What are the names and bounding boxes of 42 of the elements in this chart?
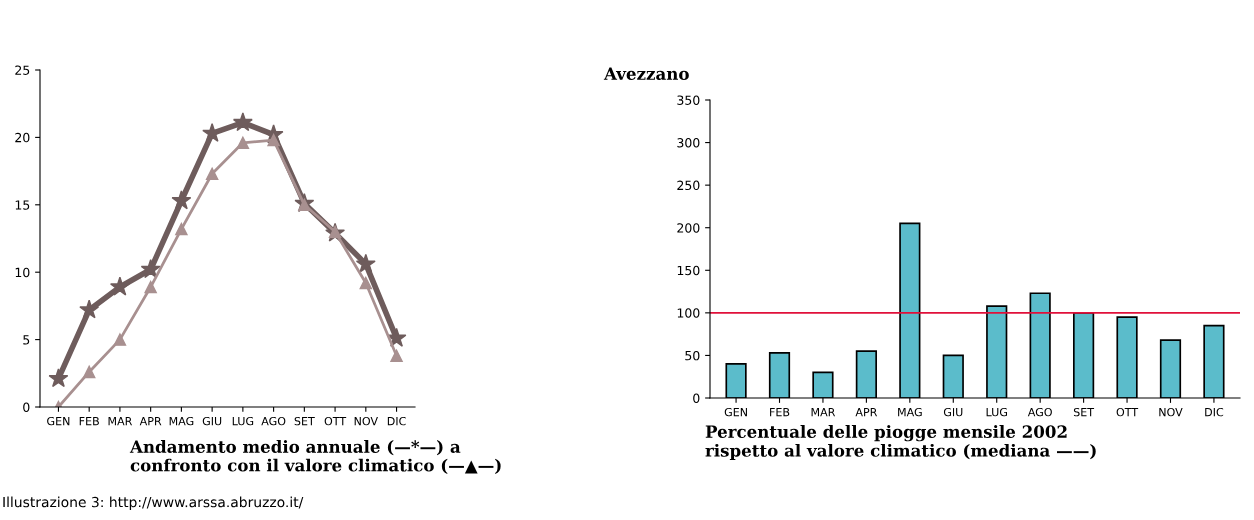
x-tick-label: DIC (387, 416, 406, 426)
y-tick-label: 100 (677, 308, 700, 318)
y-tick-label: 50 (685, 350, 700, 361)
x-tick-label: APR (855, 408, 878, 417)
y-tick-label: 15 (15, 200, 30, 210)
x-tick-label: FEB (79, 417, 99, 426)
x-tick-label: GIU (202, 416, 222, 426)
x-tick-label: GEN (47, 416, 70, 426)
y-tick-label: 250 (677, 180, 700, 191)
y-tick-label: 200 (677, 223, 700, 233)
x-tick-label: NOV (354, 416, 378, 426)
x-tick-label: OTT (1116, 407, 1139, 417)
x-tick-label: FEB (770, 408, 790, 417)
x-tick-label: MAR (811, 408, 836, 417)
x-tick-label: APR (139, 417, 162, 426)
y-tick-label: 10 (15, 267, 30, 278)
x-tick-label: MAR (108, 417, 133, 426)
text: Andamento medio annuale (—*—) a confronto con il valore climatico (—▲—) (129, 440, 501, 474)
x-tick-label: OTT (324, 416, 347, 426)
x-tick-label: NOV (1159, 407, 1183, 417)
x-tick-label: MAG (169, 416, 194, 426)
x-tick-label: GIU (943, 407, 963, 417)
x-tick-label: LUG (232, 416, 254, 426)
y-tick-label: 5 (23, 335, 30, 345)
x-tick-label: SET (1073, 407, 1095, 417)
y-tick-label: 300 (677, 138, 700, 148)
y-tick-label: 350 (677, 95, 700, 105)
x-tick-label: SET (294, 416, 315, 426)
y-tick-label: 20 (15, 132, 30, 143)
x-tick-label: MAG (898, 407, 922, 417)
x-tick-label: AGO (1027, 407, 1052, 417)
chart-title: Avezzano (603, 67, 689, 80)
x-tick-label: LUG (986, 407, 1007, 417)
x-tick-label: DIC (1205, 407, 1224, 417)
x-tick-label: GEN (724, 407, 747, 417)
y-tick-label: 150 (677, 265, 700, 276)
x-tick-label: AGO (261, 416, 286, 426)
text: Percentuale delle piogge mensile 2002 rispetto al valore climatico (mediana ——) (705, 425, 1096, 461)
y-tick-label: 0 (693, 393, 700, 403)
y-tick-label: 0 (23, 402, 30, 412)
y-tick-label: 25 (15, 65, 30, 75)
text: Illustrazione 3: http://www.arssa.abruzzo.it/ (3, 496, 304, 510)
